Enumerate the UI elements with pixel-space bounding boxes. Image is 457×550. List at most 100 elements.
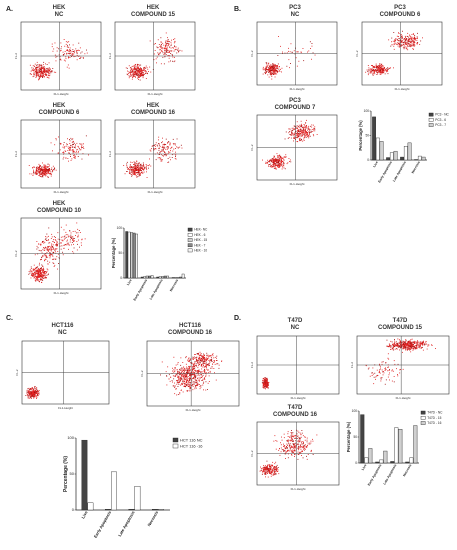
event-dot [196, 359, 198, 361]
event-dot [301, 130, 303, 132]
event-dot [55, 60, 57, 62]
event-dot [163, 146, 165, 148]
event-dot [135, 162, 137, 164]
event-dot [381, 66, 383, 67]
event-dot [170, 60, 171, 62]
event-dot [163, 47, 165, 49]
event-dot [198, 369, 200, 371]
event-dot [161, 47, 163, 48]
event-dot [167, 47, 168, 49]
event-dot [183, 385, 185, 387]
event-dot [370, 68, 372, 70]
event-dot [26, 389, 28, 391]
event-dot [70, 144, 71, 146]
event-dot [272, 66, 274, 68]
event-dot [409, 343, 411, 345]
event-dot [203, 361, 205, 362]
event-dot [192, 384, 194, 386]
event-dot [203, 357, 205, 359]
event-dot [180, 377, 182, 379]
event-dot [63, 39, 65, 40]
event-dot [167, 49, 168, 51]
event-dot [189, 384, 191, 386]
event-dot [371, 70, 373, 72]
event-dot [186, 371, 188, 373]
event-dot [192, 367, 194, 369]
event-dot [405, 345, 407, 347]
event-dot [133, 76, 135, 77]
event-dot [406, 46, 408, 48]
event-dot [133, 163, 135, 165]
event-dot [190, 372, 192, 374]
event-dot [399, 349, 400, 351]
event-dot [38, 243, 40, 245]
event-dot [33, 275, 35, 277]
event-dot [405, 40, 407, 42]
event-dot [180, 379, 182, 381]
event-dot [44, 273, 46, 275]
event-dot [281, 67, 283, 69]
event-dot [67, 44, 68, 46]
event-dot [380, 68, 382, 69]
event-dot [296, 134, 298, 136]
event-dot [186, 375, 187, 377]
event-dot [174, 45, 175, 47]
event-dot [179, 380, 181, 382]
event-dot [375, 63, 377, 65]
event-dot [158, 44, 160, 45]
event-dot [400, 46, 402, 47]
event-dot [176, 146, 178, 148]
event-dot [134, 67, 136, 69]
event-dot [128, 72, 130, 74]
event-dot [168, 52, 170, 53]
event-dot [282, 51, 283, 53]
event-dot [47, 69, 49, 71]
event-dot [55, 252, 57, 254]
event-dot [35, 275, 37, 277]
event-dot [407, 341, 409, 343]
event-dot [65, 56, 67, 58]
event-dot [157, 47, 159, 48]
event-dot [145, 71, 147, 73]
event-dot [303, 124, 305, 125]
event-dot [405, 346, 407, 348]
event-dot [300, 52, 302, 54]
event-dot [263, 383, 265, 384]
event-dot [276, 70, 278, 71]
event-dot [201, 360, 203, 362]
event-dot [207, 364, 208, 366]
event-dot [42, 175, 43, 177]
event-dot [300, 140, 302, 142]
event-dot [50, 250, 52, 252]
event-dot [265, 385, 266, 387]
event-dot [381, 363, 383, 365]
x-axis-label: FL1-Height [396, 396, 411, 400]
event-dot [210, 359, 212, 361]
event-dot [37, 74, 39, 76]
event-dot [195, 357, 197, 359]
event-dot [40, 259, 41, 261]
event-dot [160, 42, 162, 44]
event-dot [65, 234, 67, 236]
event-dot [76, 55, 78, 56]
event-dot [31, 395, 32, 397]
event-dot [137, 168, 139, 170]
event-dot [265, 386, 267, 388]
event-dot [143, 70, 145, 72]
event-dot [53, 169, 55, 170]
event-dot [166, 51, 168, 53]
event-dot [274, 72, 276, 74]
event-dot [273, 74, 275, 75]
event-dot [177, 382, 179, 384]
event-dot [63, 59, 65, 61]
event-dot [52, 165, 54, 167]
event-dot [67, 46, 69, 48]
event-dot [206, 358, 207, 360]
event-dot [73, 53, 75, 55]
event-dot [398, 36, 399, 37]
event-dot [31, 273, 33, 274]
event-dot [388, 370, 390, 371]
event-dot [372, 74, 374, 76]
event-dot [178, 379, 180, 381]
